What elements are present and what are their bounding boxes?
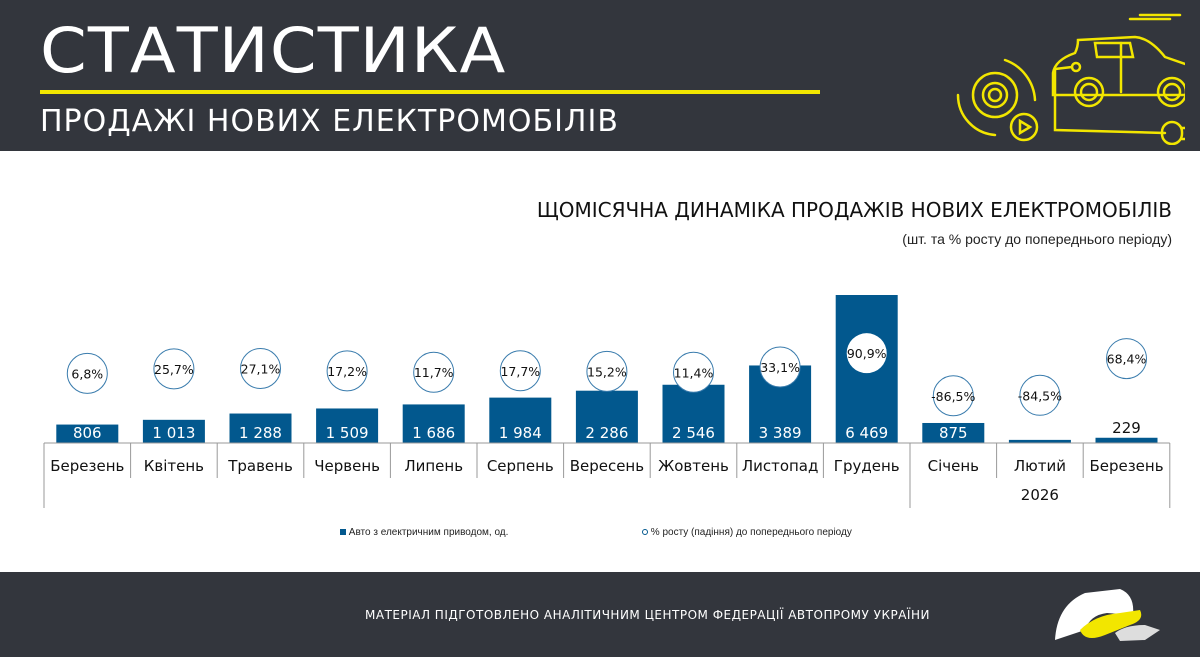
category-label: Травень [227, 457, 293, 475]
year-group-label: 2026 [1021, 486, 1059, 504]
chart-title: ЩОМІСЯЧНА ДИНАМІКА ПРОДАЖІВ НОВИХ ЕЛЕКТР… [536, 198, 1172, 222]
growth-marker [1019, 374, 1061, 416]
growth-marker [1106, 338, 1147, 380]
legend-item-growth: % росту (падіння) до попереднього період… [642, 527, 852, 538]
legend-swatch-circle [642, 529, 648, 535]
growth-marker [240, 347, 281, 389]
category-label: Грудень [834, 457, 900, 475]
page-title: СТАТИСТИКА [40, 14, 507, 87]
category-label: Січень [928, 457, 979, 475]
bar-value-label: 6 469 [845, 424, 888, 442]
footer-credit: МАТЕРІАЛ ПІДГОТОВЛЕНО АНАЛІТИЧНИМ ЦЕНТРО… [365, 608, 930, 622]
category-label: Березень [50, 457, 124, 475]
category-label: Вересень [570, 457, 644, 475]
growth-label: 25,7% [154, 362, 194, 377]
chart-subtitle: (шт. та % росту до попереднього періоду) [902, 231, 1172, 247]
growth-label: -84,5% [1018, 388, 1062, 403]
growth-marker [153, 348, 195, 390]
bar [922, 422, 985, 443]
bar-value-label: 1 686 [412, 424, 455, 442]
bar-value-label: 3 389 [759, 424, 802, 442]
bar-chart: 806 6,8% Березень 1 013 25,7% Квітень 1 288 27,… [43, 295, 1171, 508]
bar-value-label: 806 [73, 424, 102, 442]
growth-marker [326, 350, 368, 392]
legend-label-units: Авто з електричним приводом, од. [348, 527, 509, 538]
legend-swatch-square [340, 529, 346, 535]
growth-label: -86,5% [931, 389, 975, 404]
bar-value-label: 2 286 [585, 424, 628, 442]
bar [229, 413, 292, 443]
growth-label: 6,8% [71, 366, 103, 381]
bar-value-label: 1 984 [499, 424, 542, 442]
bar [662, 384, 725, 443]
bar-value-label: 875 [939, 424, 968, 442]
legend-label-growth: % росту (падіння) до попереднього період… [650, 527, 852, 538]
bar-value-label: 2 546 [672, 424, 715, 442]
growth-label: 27,1% [241, 361, 281, 376]
legend-item-units: Авто з електричним приводом, од. [340, 527, 508, 538]
growth-label: 17,7% [500, 364, 540, 379]
growth-label: 90,9% [847, 346, 887, 361]
growth-label: 11,7% [414, 365, 454, 380]
growth-marker [846, 333, 887, 374]
growth-label: 11,4% [674, 365, 714, 380]
growth-label: 15,2% [587, 364, 627, 379]
growth-label: 68,4% [1107, 352, 1147, 367]
bar [142, 419, 205, 443]
category-label: Лютий [1014, 457, 1066, 475]
bar [1095, 437, 1158, 443]
growth-marker [759, 346, 801, 388]
header: СТАТИСТИКА ПРОДАЖІ НОВИХ ЕЛЕКТРОМОБІЛІВ [0, 0, 1200, 151]
category-label: Липень [404, 457, 463, 475]
category-label: Березень [1089, 457, 1163, 475]
title-underline [40, 90, 820, 94]
growth-label: 33,1% [760, 360, 800, 375]
bar [316, 408, 379, 443]
bar-value-label: 1 509 [326, 424, 369, 442]
growth-marker [413, 351, 455, 393]
category-label: Листопад [742, 457, 819, 475]
growth-label: 17,2% [327, 364, 367, 379]
category-label: Червень [314, 457, 380, 475]
bar [402, 404, 465, 443]
category-label: Жовтень [658, 457, 729, 475]
federation-logo-icon [1055, 589, 1160, 641]
category-label: Квітень [144, 457, 204, 475]
page-subtitle: ПРОДАЖІ НОВИХ ЕЛЕКТРОМОБІЛІВ [40, 104, 619, 139]
growth-marker [673, 351, 714, 393]
bar-value-label: 1 013 [152, 424, 195, 442]
growth-marker [586, 350, 628, 392]
bar [56, 424, 119, 443]
growth-marker [932, 375, 974, 417]
growth-marker [66, 352, 108, 394]
electric-car-charging-icon [956, 13, 1185, 145]
category-label: Серпень [487, 457, 554, 475]
bar [1008, 439, 1071, 443]
growth-marker [499, 350, 541, 392]
bar [575, 390, 638, 443]
bar [489, 397, 552, 443]
bar-value-label: 1 288 [239, 424, 282, 442]
bar-value-label: 229 [1112, 419, 1141, 437]
